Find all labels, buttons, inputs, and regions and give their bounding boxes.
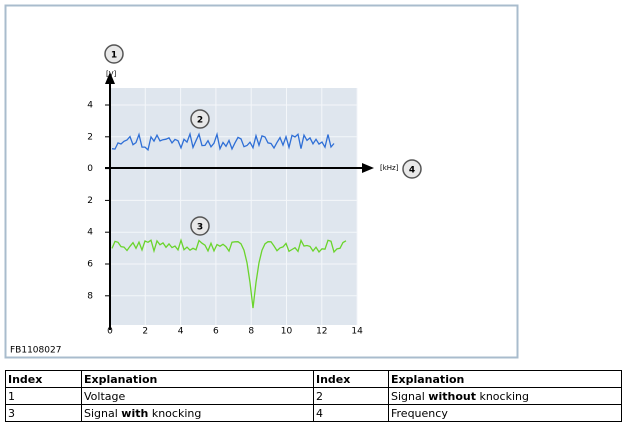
y-tick-label: 8 — [87, 291, 93, 301]
y-arrow — [105, 72, 115, 84]
bold-text: without — [428, 389, 476, 403]
x-tick-label: 2 — [142, 327, 148, 337]
x-tick-label: 0 — [107, 327, 113, 337]
x-arrow — [362, 163, 374, 173]
cell: 1 — [5, 387, 82, 405]
callout-circle — [190, 216, 210, 236]
cell: Frequency — [388, 404, 622, 422]
plot-area — [110, 88, 357, 325]
header-cell: Explanation — [388, 370, 622, 388]
text: knocking — [475, 389, 529, 403]
header-cell: Index — [313, 370, 389, 388]
x-unit: [kHz] — [380, 164, 399, 172]
x-tick-label: 6 — [213, 327, 219, 337]
callout-number: 2 — [197, 116, 203, 126]
table-row: 1 Voltage 2 Signal without knocking — [5, 387, 622, 405]
text: Signal — [391, 389, 429, 403]
cell: 2 — [313, 387, 389, 405]
x-tick-label: 12 — [316, 327, 327, 337]
y-tick-label: 0 — [87, 164, 93, 174]
y-unit: [V] — [106, 70, 117, 78]
table-row: 3 Signal with knocking 4 Frequency — [5, 404, 622, 422]
callout-number: 4 — [409, 166, 415, 176]
cell: 3 — [5, 404, 82, 422]
x-tick-label: 8 — [248, 327, 254, 337]
text: knocking — [148, 406, 202, 420]
figure-id: FB1108027 — [10, 346, 61, 356]
header-cell: Explanation — [81, 370, 314, 388]
cell: 4 — [313, 404, 389, 422]
signal-with-knocking — [111, 238, 347, 309]
y-tick-label: 4 — [87, 228, 93, 238]
cell: Signal without knocking — [388, 387, 622, 405]
signal-without-knocking — [111, 131, 335, 152]
text: Signal — [84, 406, 122, 420]
x-tick-label: 4 — [178, 327, 184, 337]
y-tick-label: 6 — [87, 260, 93, 270]
callout-number: 3 — [197, 223, 203, 233]
header-cell: Index — [5, 370, 82, 388]
y-tick-label: 4 — [87, 101, 93, 111]
legend-table: Index Explanation Index Explanation 1 Vo… — [5, 370, 622, 422]
table-header: Index Explanation Index Explanation — [5, 370, 622, 388]
callout-circle — [190, 109, 210, 129]
x-tick-label: 10 — [281, 327, 293, 337]
callout-circle — [104, 44, 124, 64]
cell: Voltage — [81, 387, 314, 405]
y-tick-label: 2 — [87, 196, 93, 206]
cell: Signal with knocking — [81, 404, 314, 422]
callout-number: 1 — [111, 51, 117, 61]
x-tick-label: 14 — [351, 327, 363, 337]
y-tick-label: 2 — [87, 132, 93, 142]
callout-circle — [402, 159, 422, 179]
bold-text: with — [121, 406, 149, 420]
